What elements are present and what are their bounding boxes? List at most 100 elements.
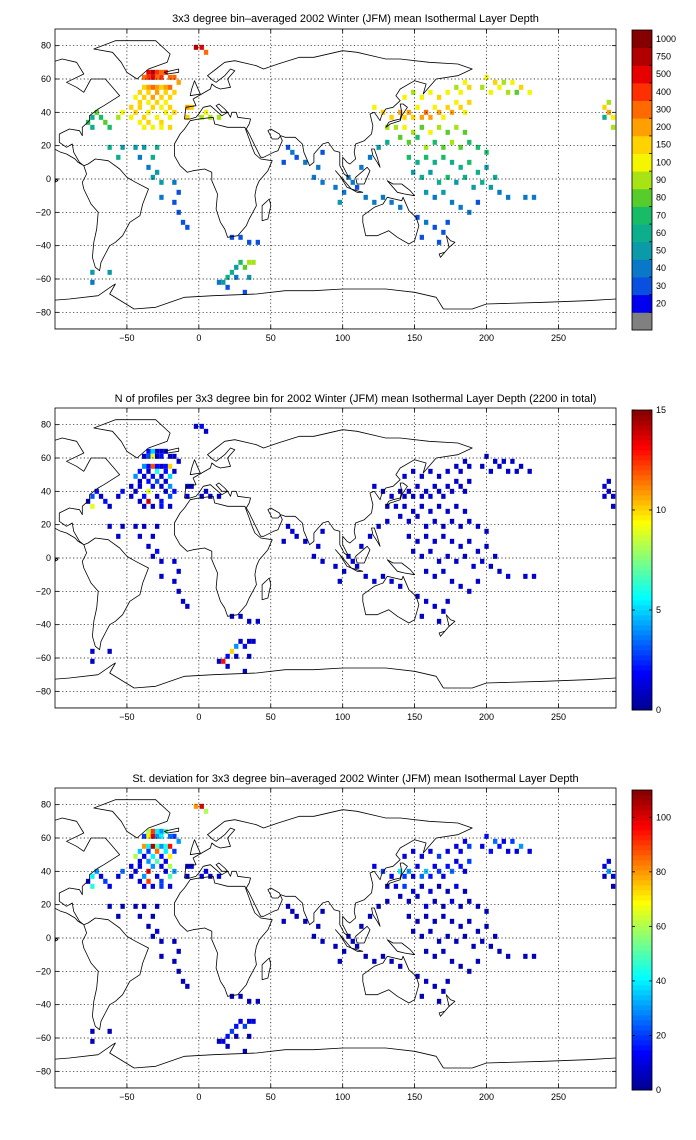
bin-cell [146, 828, 151, 834]
bin-cell [176, 568, 181, 574]
bin-cell [159, 179, 164, 185]
bin-cell [610, 873, 616, 879]
coastline [93, 419, 171, 459]
bin-cell [475, 578, 481, 584]
bin-cell [606, 858, 611, 864]
bin-cell [415, 538, 420, 544]
bin-cell [428, 548, 433, 554]
bin-cell [146, 164, 151, 170]
bin-cell [454, 843, 459, 849]
bin-cell [428, 468, 433, 474]
bin-cell [385, 883, 390, 889]
bin-cell [458, 543, 463, 549]
y-tick-label: 60 [41, 74, 51, 84]
bin-cell [436, 109, 442, 115]
bin-cell [423, 913, 429, 919]
bin-cell [146, 543, 151, 549]
bin-cell [255, 239, 260, 245]
bin-cell [445, 89, 450, 95]
bin-cell [216, 873, 222, 879]
coastline [174, 495, 273, 617]
colorbar-label: 60 [656, 921, 666, 931]
x-tick-label: 200 [479, 1092, 494, 1102]
colorbar-gradient-step [632, 670, 652, 676]
bin-cell [467, 478, 472, 484]
colorbar-gradient-step [632, 525, 652, 531]
x-tick-label: 50 [266, 712, 276, 722]
bin-cell [154, 843, 160, 849]
bin-cell [285, 523, 291, 529]
colorbar-gradient-step [632, 800, 652, 806]
colorbar-gradient-step [632, 870, 652, 876]
bin-cell [441, 903, 446, 909]
bin-cell [133, 853, 138, 859]
y-tick-label: −20 [36, 207, 51, 217]
bin-cell [154, 928, 160, 934]
bin-cell [294, 154, 299, 160]
bin-cell [475, 169, 481, 175]
bin-cell [154, 828, 160, 834]
bin-cell [290, 149, 295, 155]
bin-cell [142, 853, 147, 859]
bin-cell [436, 998, 442, 1004]
colorbar-gradient-step [632, 615, 652, 621]
bin-cell [146, 498, 151, 504]
bin-cell [94, 868, 99, 874]
bin-cell [146, 833, 151, 839]
bin-cell [423, 948, 429, 954]
bin-cell [436, 558, 442, 564]
colorbar-gradient-step [632, 810, 652, 816]
coastline [184, 429, 473, 557]
bin-cell [432, 918, 437, 924]
bin-cell [221, 658, 226, 664]
x-tick-label: 250 [551, 1092, 566, 1102]
bin-cell [441, 948, 446, 954]
bin-cell [363, 194, 368, 200]
bin-cell [234, 653, 239, 659]
plot-area [55, 419, 616, 708]
bin-cell [454, 99, 459, 105]
coastline [261, 957, 272, 981]
bin-cell [150, 174, 155, 180]
coastline [261, 198, 272, 222]
bin-cell [129, 873, 134, 879]
bin-cell [142, 843, 147, 849]
bin-cell [137, 863, 143, 869]
colorbar-gradient-step [632, 520, 652, 526]
bin-cell [436, 883, 442, 889]
bin-cell [163, 868, 168, 874]
coastline [184, 50, 473, 178]
bin-cell [432, 863, 437, 869]
bin-cell [225, 1043, 230, 1049]
bin-cell [372, 483, 377, 489]
colorbar: 0 5 10 15 [631, 405, 666, 715]
panels: 3x3 degree bin–averaged 2002 Winter (JFM… [36, 13, 676, 1102]
bin-cell [172, 74, 177, 80]
bin-cell [475, 903, 481, 909]
bin-cell [458, 963, 463, 969]
coastline [55, 178, 59, 183]
bin-cell [606, 478, 611, 484]
y-tick-label: −20 [36, 586, 51, 596]
bin-cell [154, 523, 160, 529]
bin-cell [107, 883, 112, 889]
bin-cell [419, 873, 424, 879]
bin-cell [107, 269, 112, 275]
colorbar-gradient-step [632, 805, 652, 811]
bin-cell [163, 463, 168, 469]
bin-cell [471, 943, 476, 949]
bin-cell [445, 888, 450, 894]
bin-cell [225, 284, 230, 290]
colorbar-gradient-step [632, 845, 652, 851]
bin-cell [467, 99, 472, 105]
colorbar-gradient-step [632, 890, 652, 896]
bin-cell [372, 958, 377, 964]
bin-cell [146, 488, 151, 494]
bin-cell [467, 538, 472, 544]
colorbar-gradient-step [632, 430, 652, 436]
bin-cell [146, 99, 151, 105]
bin-cell [385, 139, 390, 145]
coastline [163, 447, 180, 454]
bin-cell [432, 983, 437, 989]
bin-cell [180, 598, 186, 604]
